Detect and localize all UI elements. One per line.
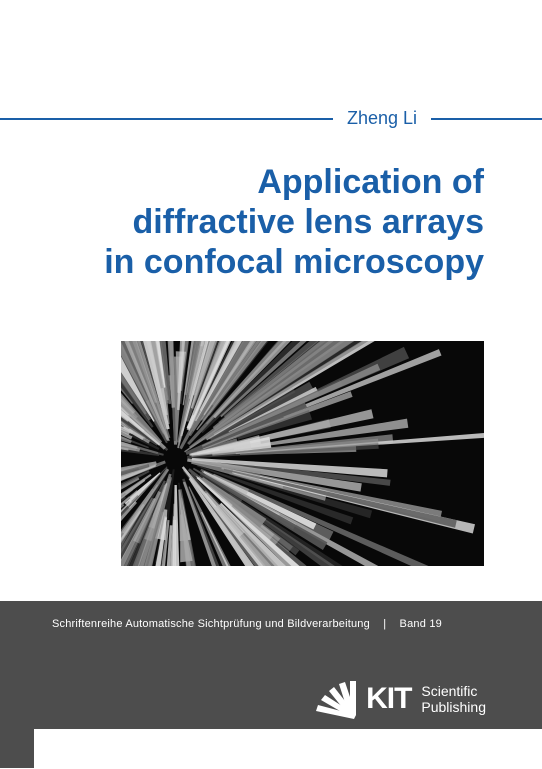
author-name: Zheng Li <box>333 108 431 129</box>
author-rule-left <box>0 118 333 120</box>
kit-wordmark: KIT <box>366 682 411 716</box>
fan-icon <box>312 679 364 719</box>
publisher-line-1: Scientific <box>421 683 486 699</box>
series-separator: | <box>373 618 396 630</box>
bottom-white-bar <box>34 729 542 769</box>
title-line-2: diffractive lens arrays <box>0 202 484 242</box>
book-title: Application of diffractive lens arrays i… <box>0 162 484 282</box>
cover-graphic <box>121 341 484 566</box>
footer-bar: Schriftenreihe Automatische Sichtprüfung… <box>0 601 542 768</box>
series-info: Schriftenreihe Automatische Sichtprüfung… <box>52 618 442 630</box>
title-line-3: in confocal microscopy <box>0 242 484 282</box>
author-row: Zheng Li <box>0 108 542 129</box>
publisher-line-2: Publishing <box>421 699 486 715</box>
author-rule-right <box>431 118 542 120</box>
band-number: 19 <box>429 618 442 630</box>
publisher-text: Scientific Publishing <box>421 683 486 715</box>
title-line-1: Application of <box>0 162 484 202</box>
publisher-logo: KIT Scientific Publishing <box>312 679 486 719</box>
band-label: Band <box>400 618 427 630</box>
series-label: Schriftenreihe Automatische Sichtprüfung… <box>52 618 370 630</box>
